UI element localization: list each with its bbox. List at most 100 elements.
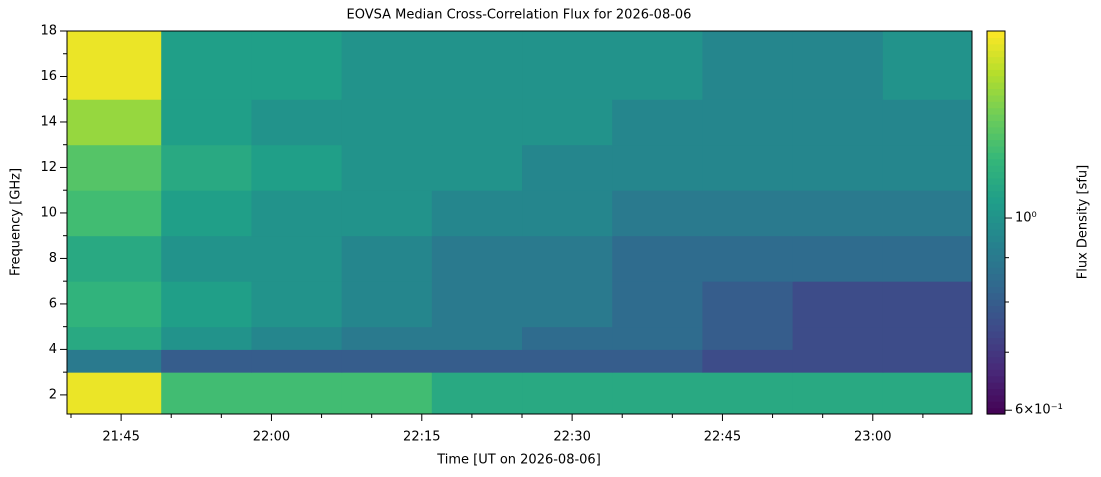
heatmap-cell — [882, 349, 973, 373]
heatmap-cell — [612, 326, 703, 350]
heatmap-cell — [341, 190, 433, 237]
plot-frame — [66, 30, 973, 415]
colorbar-segment — [987, 260, 1005, 268]
colorbar-segment — [987, 50, 1005, 58]
colorbar-segment — [987, 273, 1005, 281]
heatmap-cell — [161, 235, 252, 282]
heatmap-cell — [431, 31, 523, 100]
heatmap-cell — [612, 190, 703, 237]
colorbar-segment — [987, 107, 1005, 115]
colorbar-segment — [987, 382, 1005, 390]
colorbar-tick-label: 10⁰ — [1015, 211, 1037, 226]
heatmap-cell — [251, 372, 343, 415]
colorbar-segment — [987, 318, 1005, 326]
heatmap-cell — [792, 144, 884, 191]
colorbar-segment — [987, 75, 1005, 83]
heatmap-cell — [792, 281, 884, 328]
x-tick-label: 22:00 — [253, 430, 290, 445]
y-tick-label: 18 — [40, 24, 57, 39]
heatmap-cell — [882, 326, 973, 350]
colorbar-segment — [987, 56, 1005, 64]
heatmap-cell — [612, 372, 703, 415]
heatmap-cell — [702, 281, 794, 328]
colorbar-segment — [987, 145, 1005, 153]
colorbar-segment — [987, 311, 1005, 319]
colorbar-segment — [987, 331, 1005, 338]
heatmap-cell — [341, 372, 433, 415]
heatmap-cell — [702, 99, 794, 146]
heatmap-cell — [702, 190, 794, 237]
colorbar-segment — [987, 350, 1005, 358]
heatmap-cell — [882, 190, 973, 237]
heatmap-cell — [612, 281, 703, 328]
colorbar-segment — [987, 152, 1005, 160]
y-tick-label: 6 — [49, 296, 57, 311]
heatmap-cell — [792, 190, 884, 237]
colorbar-segment — [987, 356, 1005, 364]
heatmap-cell — [161, 144, 252, 191]
colorbar-segment — [987, 177, 1005, 185]
colorbar-tick-label: 6×10⁻¹ — [1015, 403, 1063, 418]
heatmap-cell — [702, 349, 794, 373]
colorbar-segment — [987, 126, 1005, 134]
heatmap-cell — [882, 31, 973, 100]
colorbar-segment — [987, 407, 1005, 415]
colorbar-segment — [987, 216, 1005, 224]
heatmap-cell — [341, 326, 433, 350]
heatmap-cell — [161, 99, 252, 146]
heatmap-cell — [522, 99, 613, 146]
heatmap-cell — [702, 31, 794, 100]
heatmap-cell — [67, 349, 162, 373]
heatmap-cell — [612, 235, 703, 282]
colorbar-segment — [987, 369, 1005, 377]
heatmap-cell — [341, 235, 433, 282]
heatmap-cell — [341, 144, 433, 191]
colorbar-segment — [987, 69, 1005, 77]
heatmap-cell — [522, 190, 613, 237]
heatmap-cell — [341, 99, 433, 146]
colorbar-segment — [987, 133, 1005, 141]
y-tick-label: 8 — [49, 251, 57, 266]
heatmap-cell — [161, 372, 252, 415]
heatmap-cell — [431, 326, 523, 350]
heatmap-cell — [792, 99, 884, 146]
heatmap-cell — [341, 349, 433, 373]
heatmap-cell — [67, 31, 162, 100]
y-tick-label: 12 — [40, 160, 57, 175]
y-tick-label: 2 — [49, 387, 57, 402]
heatmap-cell — [67, 326, 162, 350]
heatmap-cell — [67, 372, 162, 415]
heatmap-cell — [161, 31, 252, 100]
heatmap-cell — [67, 190, 162, 237]
colorbar-segment — [987, 37, 1005, 45]
colorbar-segment — [987, 305, 1005, 313]
x-axis-label: Time [UT on 2026-08-06] — [436, 453, 601, 468]
colorbar-segment — [987, 222, 1005, 230]
heatmap-cell — [431, 99, 523, 146]
x-tick-label: 21:45 — [102, 430, 139, 445]
heatmap-cell — [251, 281, 343, 328]
heatmap-cell — [702, 326, 794, 350]
colorbar-segment — [987, 292, 1005, 300]
colorbar-segment — [987, 88, 1005, 96]
colorbar-segment — [987, 375, 1005, 383]
heatmap-cell — [67, 99, 162, 146]
heatmap-cell — [341, 281, 433, 328]
y-axis-label: Frequency [GHz] — [9, 168, 24, 276]
x-tick-label: 22:45 — [704, 430, 741, 445]
heatmap-cell — [522, 281, 613, 328]
heatmap-cell — [882, 281, 973, 328]
colorbar-segment — [987, 286, 1005, 294]
heatmap-cell — [251, 99, 343, 146]
heatmap-cell — [612, 144, 703, 191]
colorbar-segment — [987, 337, 1005, 345]
heatmap-cell — [702, 144, 794, 191]
colorbar-segment — [987, 203, 1005, 211]
x-tick-label: 23:00 — [854, 430, 891, 445]
heatmap-cell — [431, 281, 523, 328]
y-tick-label: 10 — [40, 205, 57, 220]
colorbar-segment — [987, 184, 1005, 192]
heatmap-cell — [792, 235, 884, 282]
colorbar-segment — [987, 362, 1005, 370]
y-tick-label: 4 — [49, 342, 57, 357]
